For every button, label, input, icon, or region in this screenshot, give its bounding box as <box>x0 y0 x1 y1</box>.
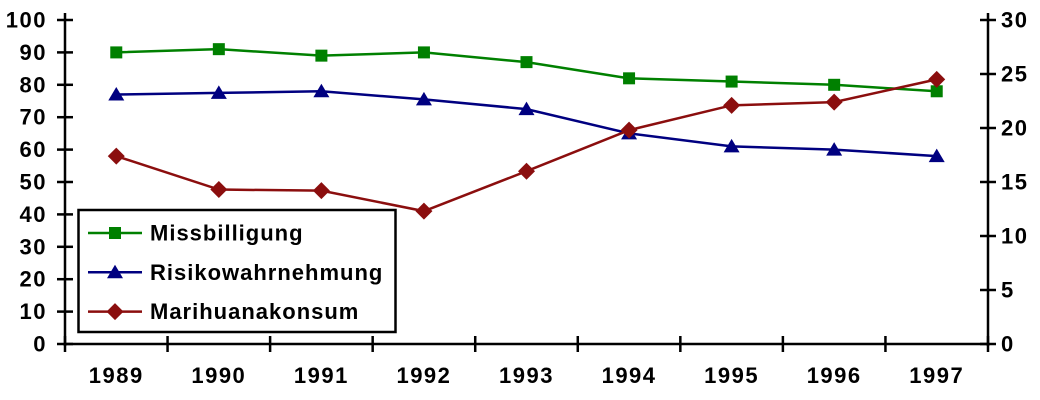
x-axis-category-label: 1994 <box>602 363 657 388</box>
legend-item-risikowahrnehmung: Risikowahrnehmung <box>88 260 383 285</box>
y-axis-right-tick-label: 30 <box>1001 8 1028 33</box>
data-point-marker-marihuanakonsum <box>415 202 433 220</box>
y-axis-left-tick-label: 0 <box>33 332 47 357</box>
data-point-marker-missbilligung <box>212 43 225 56</box>
data-point-marker-risikowahrnehmung <box>108 87 125 101</box>
y-axis-right-tick-label: 20 <box>1001 116 1028 141</box>
y-axis-left-tick-label: 60 <box>20 137 47 162</box>
legend: Missbilligung Risikowahrnehmung Marihuanak… <box>77 208 397 334</box>
y-axis-right-tick-label: 0 <box>1001 332 1015 357</box>
y-axis-left-tick-label: 20 <box>20 267 47 292</box>
y-axis-right-tick-label: 25 <box>1001 62 1028 87</box>
legend-item-marihuanakonsum: Marihuanakonsum <box>88 299 359 324</box>
data-point-marker-marihuanakonsum <box>620 121 638 139</box>
series-missbilligung <box>110 43 943 98</box>
x-axis-category-label: 1991 <box>294 363 349 388</box>
x-axis-category-label: 1996 <box>807 363 862 388</box>
data-point-marker-marihuanakonsum <box>825 93 843 111</box>
data-point-marker-risikowahrnehmung <box>415 91 432 106</box>
x-axis-category-label: 1992 <box>396 363 451 388</box>
series-marihuanakonsum <box>107 70 946 220</box>
y-axis-left-tick-label: 30 <box>20 234 47 259</box>
x-axis-category-label: 1997 <box>909 363 964 388</box>
y-axis-left-tick-label: 70 <box>20 105 47 130</box>
legend-marker-diamond-icon <box>106 303 124 321</box>
y-axis-right-tick-label: 10 <box>1001 224 1028 249</box>
y-axis-left-tick-label: 100 <box>6 8 47 33</box>
legend-marker-square-icon <box>109 227 121 239</box>
data-point-marker-missbilligung <box>417 46 430 59</box>
y-axis-right-tick-label: 5 <box>1001 278 1015 303</box>
data-point-marker-risikowahrnehmung <box>826 142 843 156</box>
legend-item-label: Marihuanakonsum <box>150 299 359 324</box>
data-point-marker-missbilligung <box>520 56 533 69</box>
data-point-marker-risikowahrnehmung <box>210 85 227 99</box>
data-point-marker-marihuanakonsum <box>107 147 125 165</box>
data-point-marker-marihuanakonsum <box>518 162 535 180</box>
data-point-marker-risikowahrnehmung <box>723 138 740 153</box>
x-axis-category-label: 1995 <box>704 363 759 388</box>
y-axis-left-tick-label: 50 <box>20 170 47 195</box>
data-point-marker-risikowahrnehmung <box>313 83 330 98</box>
data-point-marker-missbilligung <box>725 75 738 88</box>
y-axis-right-tick-label: 15 <box>1001 170 1028 195</box>
y-axis-left-tick-label: 80 <box>20 72 47 97</box>
data-point-marker-missbilligung <box>110 46 123 59</box>
data-point-marker-marihuanakonsum <box>312 182 330 200</box>
y-axis-left-tick-label: 40 <box>20 202 47 227</box>
x-axis-category-label: 1990 <box>191 363 246 388</box>
legend-item-label: Risikowahrnehmung <box>150 260 383 285</box>
x-axis-category-label: 1989 <box>89 363 144 388</box>
series-risikowahrnehmung <box>108 83 945 163</box>
data-point-marker-marihuanakonsum <box>210 181 228 199</box>
legend-item-label: Missbilligung <box>150 221 304 246</box>
data-point-marker-missbilligung <box>828 78 841 91</box>
data-point-marker-missbilligung <box>315 49 328 62</box>
y-axis-left-tick-label: 10 <box>20 299 47 324</box>
legend-item-missbilligung: Missbilligung <box>88 221 304 246</box>
data-point-marker-marihuanakonsum <box>723 96 741 114</box>
data-point-marker-marihuanakonsum <box>928 70 946 88</box>
y-axis-left-tick-label: 90 <box>20 40 47 65</box>
data-point-marker-risikowahrnehmung <box>928 148 945 163</box>
x-axis-category-label: 1993 <box>499 363 554 388</box>
data-point-marker-risikowahrnehmung <box>518 101 535 116</box>
data-point-marker-missbilligung <box>930 85 943 98</box>
data-point-marker-missbilligung <box>623 72 636 85</box>
legend-marker-triangle-icon <box>107 264 123 279</box>
